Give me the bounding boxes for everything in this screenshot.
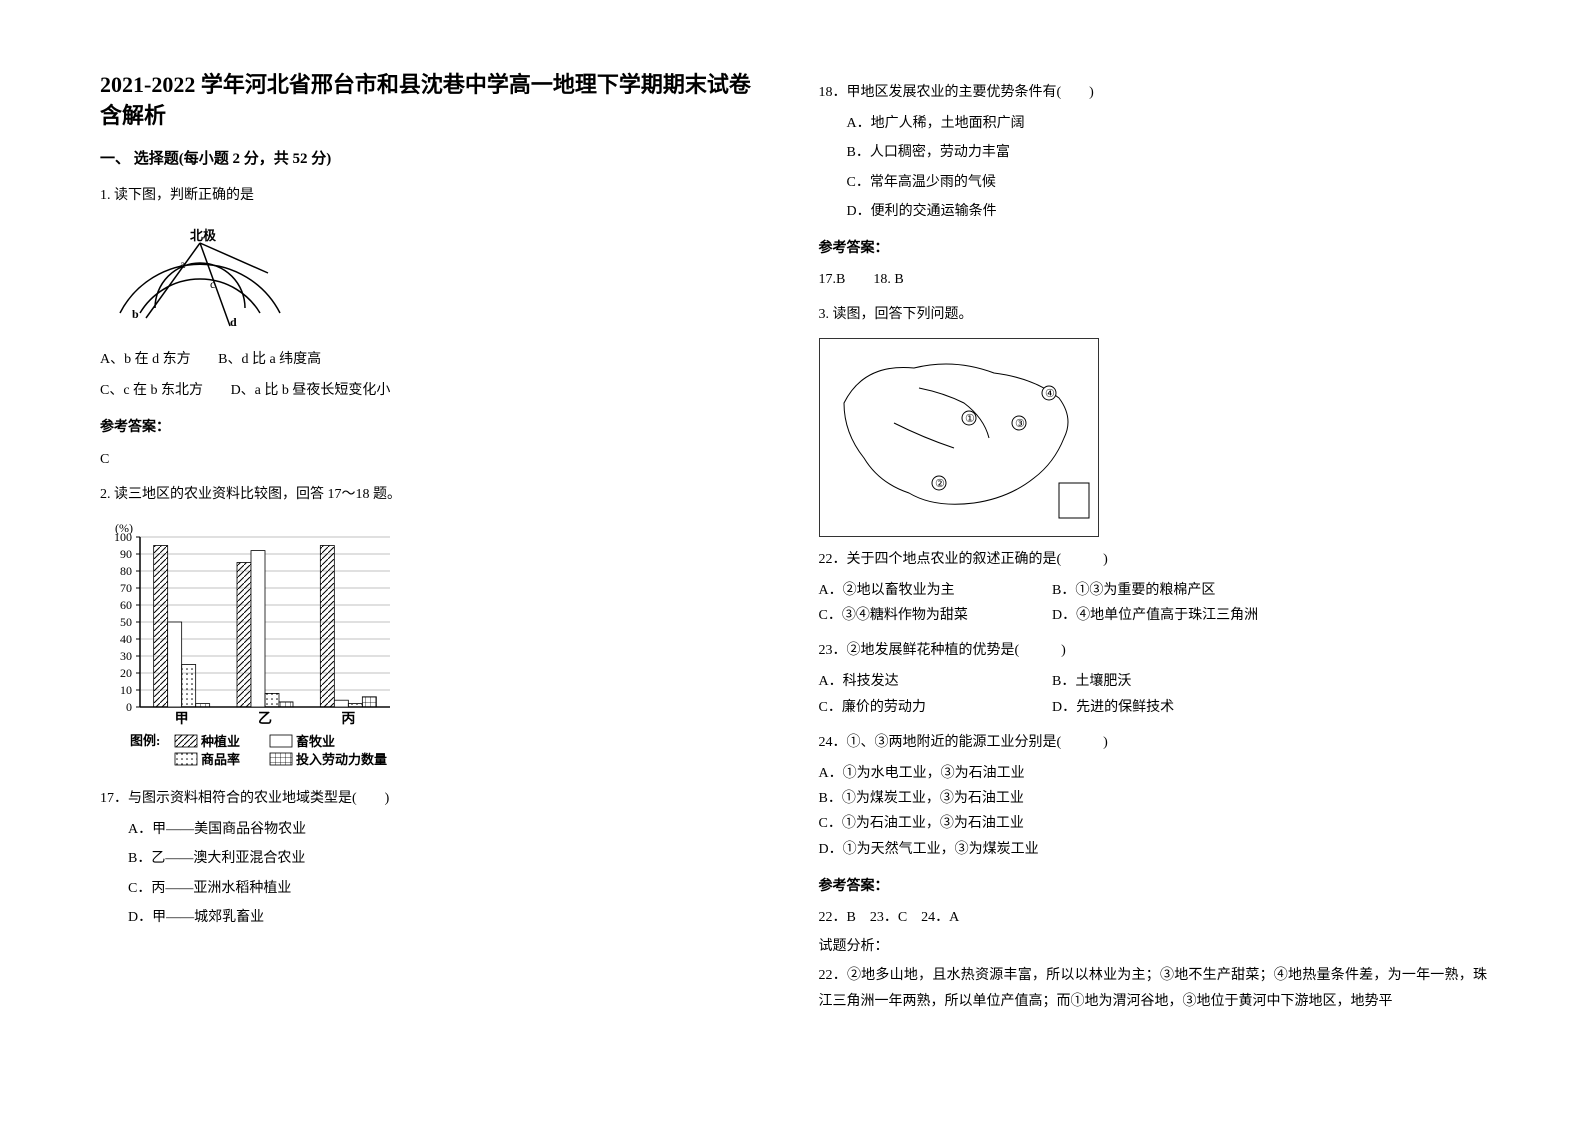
q22-optC: C．③④糖料作物为甜菜 [819,603,1019,628]
q18-optC: C．常年高温少雨的气候 [847,170,1488,195]
svg-text:60: 60 [120,598,132,612]
q23-optB: B．土壤肥沃 [1052,669,1252,694]
q1-options-ab: A、b 在 d 东方 B、d 比 a 纬度高 [100,347,769,372]
q1-options-cd: C、c 在 b 东北方 D、a 比 b 昼夜长短变化小 [100,378,769,403]
q24-optB: B．①为煤炭工业，③为石油工业 [819,786,1488,811]
q2-chart: (%)0102030405060708090100甲乙丙图例: 种植业畜牧业商品… [100,517,769,776]
map-label-4: ④ [1045,388,1055,400]
figure-point-d: d [230,315,237,328]
q23-opts-cd: C．廉价的劳动力 D．先进的保鲜技术 [819,695,1488,720]
figure-point-c: c [210,277,215,291]
q22-optD: D．④地单位产值高于珠江三角洲 [1052,603,1258,628]
map-label-1: ① [965,413,975,425]
q1-figure: 北极 a b c d [100,218,769,337]
svg-text:100: 100 [114,530,132,544]
q17-stem: 17．与图示资料相符合的农业地域类型是( ) [100,786,769,811]
q1-optD: D、a 比 b 昼夜长短变化小 [231,378,391,403]
q23-opts-ab: A．科技发达 B．土壤肥沃 [819,669,1488,694]
svg-text:种植业: 种植业 [200,734,240,749]
q1-stem: 1. 读下图，判断正确的是 [100,183,769,208]
svg-text:图例:: 图例: [130,733,160,748]
q1-optC: C、c 在 b 东北方 [100,378,203,403]
left-column: 2021-2022 学年河北省邢台市和县沈巷中学高一地理下学期期末试卷含解析 一… [100,70,769,1052]
svg-text:畜牧业: 畜牧业 [296,734,335,749]
q22-optB: B．①③为重要的粮棉产区 [1052,578,1252,603]
q2-answer-heading: 参考答案： [819,236,1488,261]
q3-stem: 3. 读图，回答下列问题。 [819,302,1488,327]
map-label-2: ② [935,478,945,490]
figure-point-b: b [132,307,139,321]
svg-text:0: 0 [126,700,132,714]
q3-map: ① ② ③ ④ [819,338,1488,537]
svg-text:甲: 甲 [175,711,189,727]
q1-answer-heading: 参考答案： [100,415,769,440]
svg-text:40: 40 [120,632,132,646]
document-title: 2021-2022 学年河北省邢台市和县沈巷中学高一地理下学期期末试卷含解析 [100,70,769,132]
q17-optA: A．甲——美国商品谷物农业 [128,817,769,842]
svg-text:丙: 丙 [341,711,355,727]
q3-analysis: 22．②地多山地，且水热资源丰富，所以以林业为主；③地不生产甜菜；④地热量条件差… [819,963,1488,1013]
q1-optB: B、d 比 a 纬度高 [218,347,321,372]
svg-text:20: 20 [120,666,132,680]
q22-optA: A．②地以畜牧业为主 [819,578,1019,603]
svg-text:投入劳动力数量: 投入劳动力数量 [296,752,387,767]
q22-stem: 22．关于四个地点农业的叙述正确的是( ) [819,547,1488,572]
svg-text:80: 80 [120,564,132,578]
figure-label-center: 北极 [190,228,217,243]
svg-text:50: 50 [120,615,132,629]
bar-chart-svg: (%)0102030405060708090100甲乙丙图例: 种植业畜牧业商品… [100,517,400,767]
q24-optD: D．①为天然气工业，③为煤炭工业 [819,837,1488,862]
svg-text:商品率: 商品率 [201,752,240,767]
section-heading: 一、 选择题(每小题 2 分，共 52 分) [100,146,769,173]
q24-stem: 24．①、③两地附近的能源工业分别是( ) [819,730,1488,755]
q23-optA: A．科技发达 [819,669,1019,694]
svg-text:10: 10 [120,683,132,697]
q1-answer: C [100,447,769,472]
svg-text:30: 30 [120,649,132,663]
q23-optD: D．先进的保鲜技术 [1052,695,1252,720]
polar-diagram-svg: 北极 a b c d [100,218,300,328]
q18-optB: B．人口稠密，劳动力丰富 [847,140,1488,165]
figure-point-a: a [180,257,186,271]
right-column: 18．甲地区发展农业的主要优势条件有( ) A．地广人稀，土地面积广阔 B．人口… [819,70,1488,1052]
q18-optA: A．地广人稀，土地面积广阔 [847,111,1488,136]
q2-stem: 2. 读三地区的农业资料比较图，回答 17～18 题。 [100,482,769,507]
map-label-3: ③ [1015,418,1025,430]
q3-answer-heading: 参考答案： [819,874,1488,899]
q18-optD: D．便利的交通运输条件 [847,199,1488,224]
china-map-svg: ① ② ③ ④ [824,343,1094,523]
q3-analysis-heading: 试题分析： [819,934,1488,959]
q17-optC: C．丙——亚洲水稻种植业 [128,876,769,901]
q22-opts-cd: C．③④糖料作物为甜菜 D．④地单位产值高于珠江三角洲 [819,603,1488,628]
q23-stem: 23．②地发展鲜花种植的优势是( ) [819,638,1488,663]
q2-answers: 17.B 18. B [819,267,1488,292]
q18-stem: 18．甲地区发展农业的主要优势条件有( ) [819,80,1488,105]
q17-optD: D．甲——城郊乳畜业 [128,905,769,930]
svg-text:90: 90 [120,547,132,561]
svg-text:乙: 乙 [258,711,272,727]
q24-optA: A．①为水电工业，③为石油工业 [819,761,1488,786]
q24-optC: C．①为石油工业，③为石油工业 [819,811,1488,836]
q22-opts-ab: A．②地以畜牧业为主 B．①③为重要的粮棉产区 [819,578,1488,603]
svg-text:70: 70 [120,581,132,595]
q17-optB: B．乙——澳大利亚混合农业 [128,846,769,871]
q1-optA: A、b 在 d 东方 [100,347,191,372]
q23-optC: C．廉价的劳动力 [819,695,1019,720]
q3-answers: 22．B 23．C 24．A [819,905,1488,930]
